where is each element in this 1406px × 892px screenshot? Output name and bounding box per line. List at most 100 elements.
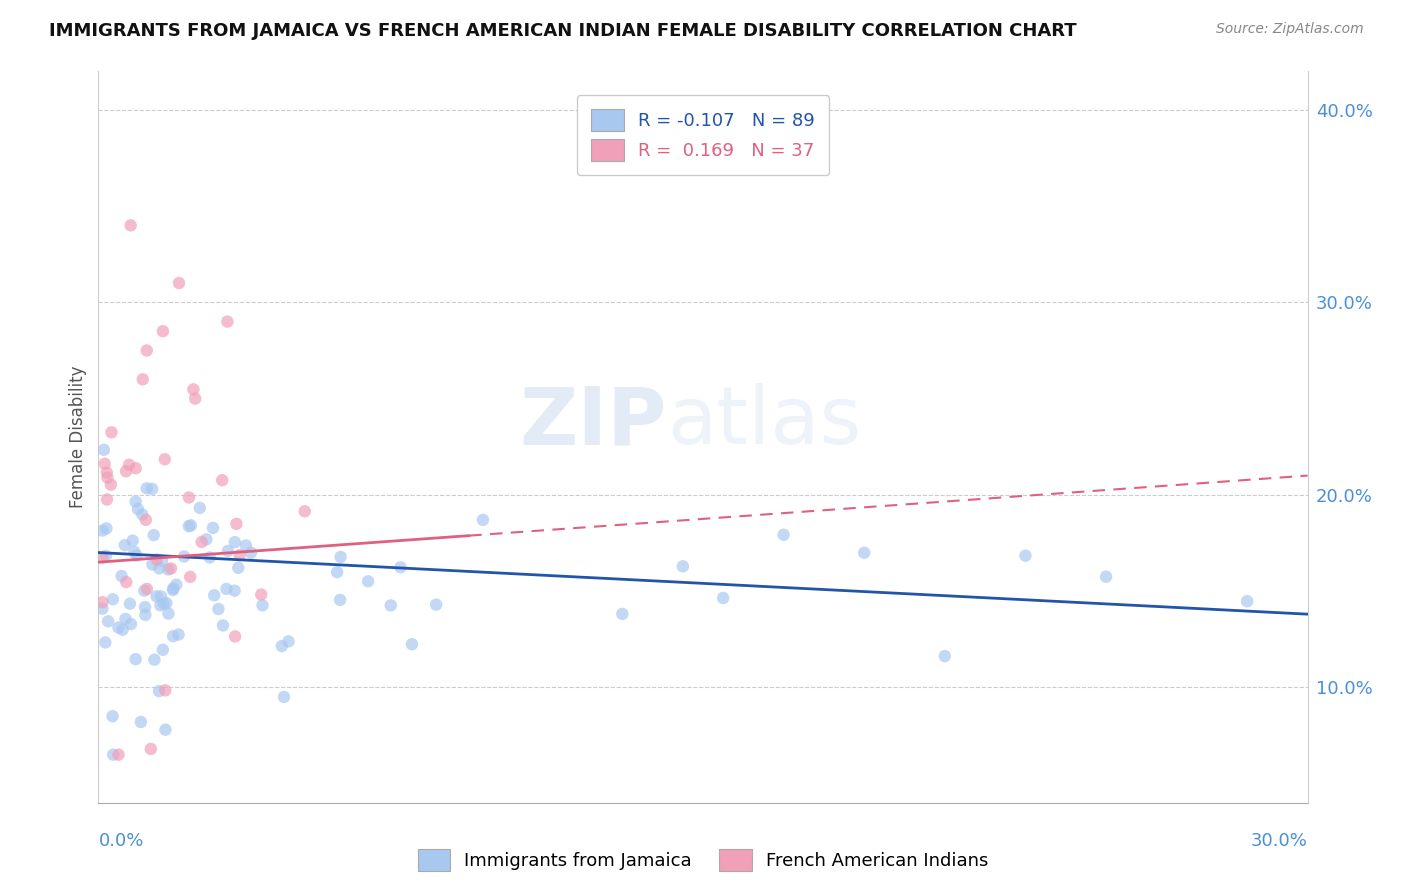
Point [934,649,956,664]
Point [160,561,183,575]
Point [127,502,149,516]
Point [114,612,136,626]
Point [150,590,173,604]
Point [188,500,211,515]
Point [153,597,176,611]
Point [217,544,239,558]
Point [157,562,180,576]
Text: ZIP: ZIP [519,384,666,461]
Legend: R = -0.107   N = 89, R =  0.169   N = 37: R = -0.107 N = 89, R = 0.169 N = 37 [576,95,830,175]
Point [179,570,201,584]
Point [250,588,273,602]
Point [110,569,132,583]
Point [91,550,114,565]
Point [177,519,200,533]
Point [207,602,229,616]
Point [155,596,177,610]
Point [100,477,122,491]
Point [124,494,146,508]
Point [152,642,174,657]
Point [177,491,200,505]
Point [853,546,876,560]
Point [129,714,152,729]
Point [273,690,295,704]
Point [96,521,118,535]
Point [153,452,176,467]
Point [155,683,177,698]
Point [132,372,155,386]
Text: 0.0%: 0.0% [98,832,143,850]
Point [134,583,156,598]
Point [91,601,114,615]
Point [195,533,218,547]
Point [1236,594,1258,608]
Point [401,637,423,651]
Point [115,464,138,478]
Point [101,709,124,723]
Point [101,592,124,607]
Point [94,549,117,563]
Point [162,582,184,596]
Point [672,559,695,574]
Point [141,482,163,496]
Point [198,550,221,565]
Text: atlas: atlas [666,384,860,461]
Point [183,383,205,397]
Point [471,513,494,527]
Point [107,621,129,635]
Point [135,343,157,358]
Y-axis label: Female Disability: Female Disability [69,366,87,508]
Point [157,607,180,621]
Point [118,597,141,611]
Point [612,607,634,621]
Point [294,504,316,518]
Point [96,492,118,507]
Point [1014,549,1036,563]
Point [91,524,114,538]
Point [252,599,274,613]
Point [125,461,148,475]
Point [215,582,238,596]
Point [139,742,162,756]
Point [329,592,352,607]
Point [107,747,129,762]
Point [235,539,257,553]
Point [124,652,146,666]
Point [142,528,165,542]
Point [211,473,233,487]
Point [711,591,734,605]
Point [228,548,250,562]
Point [167,627,190,641]
Text: IMMIGRANTS FROM JAMAICA VS FRENCH AMERICAN INDIAN FEMALE DISABILITY CORRELATION : IMMIGRANTS FROM JAMAICA VS FRENCH AMERIC… [49,22,1077,40]
Point [141,558,163,572]
Point [115,575,138,590]
Point [184,392,207,406]
Point [135,582,157,596]
Point [143,653,166,667]
Point [91,595,114,609]
Point [326,565,349,579]
Point [772,527,794,541]
Point [145,589,167,603]
Point [162,629,184,643]
Point [121,533,143,548]
Point [329,549,352,564]
Point [201,521,224,535]
Point [149,599,172,613]
Point [1095,570,1118,584]
Point [131,508,153,522]
Point [103,747,125,762]
Point [152,324,174,338]
Text: Source: ZipAtlas.com: Source: ZipAtlas.com [1216,22,1364,37]
Point [118,458,141,472]
Point [94,635,117,649]
Point [167,276,190,290]
Point [173,549,195,564]
Text: 30.0%: 30.0% [1251,832,1308,850]
Point [148,561,170,575]
Point [94,457,117,471]
Point [134,607,156,622]
Point [124,545,146,559]
Point [145,552,167,566]
Point [357,574,380,589]
